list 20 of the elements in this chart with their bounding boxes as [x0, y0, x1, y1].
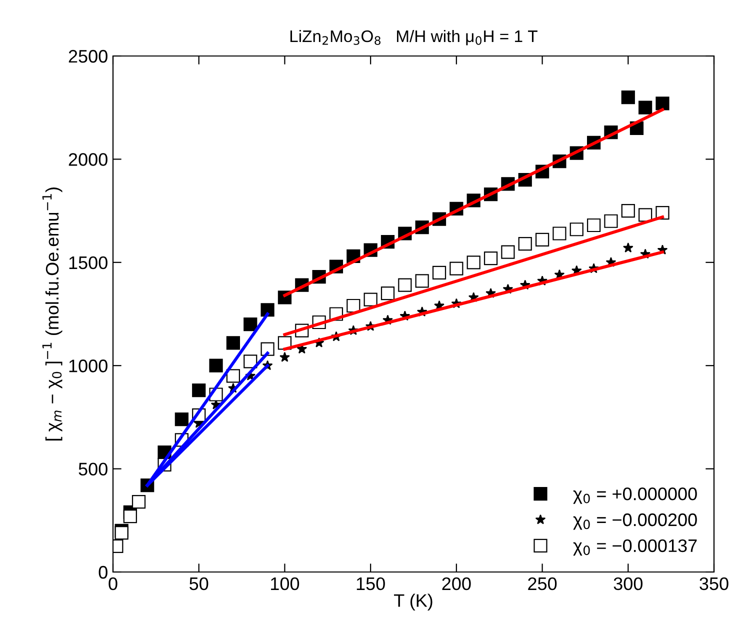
x-tick-label: 50: [190, 577, 208, 590]
y-tick-label: 1000: [69, 360, 108, 372]
y-tick-label: 500: [78, 462, 108, 476]
x-tick-label: 350: [700, 577, 728, 590]
x-tick-label: 200: [442, 577, 471, 590]
y-tick-label: 2000: [68, 153, 108, 166]
legend-label: χ$_{0}$ = −0.000200: [573, 513, 697, 530]
x-tick-label: 150: [356, 577, 385, 590]
legend-label: χ$_{0}$ = −0.000137: [573, 539, 697, 556]
x-tick-label: 300: [614, 577, 642, 590]
y-tick-label: 0: [98, 566, 108, 579]
chart-title: LiZn$_{2}$Mo$_{3}$O$_{8}$ M/H with μ$_{0}$H = 1 T: [290, 30, 538, 46]
x-axis-title: T (K): [394, 594, 432, 611]
x-tick-label: 250: [528, 577, 557, 590]
legend-label: χ$_{0}$ = +0.000000: [573, 488, 697, 504]
text: [ χ$_{m}$ − χ$_{0}$ ]$^{−1}$ (mol.fu.Oe.emu$^{−1}$): [42, 188, 62, 440]
x-tick-label: 0: [108, 577, 118, 590]
x-tick-label: 100: [271, 577, 300, 590]
y-tick-label: 1500: [69, 256, 108, 270]
y-tick-label: 2500: [68, 50, 108, 63]
